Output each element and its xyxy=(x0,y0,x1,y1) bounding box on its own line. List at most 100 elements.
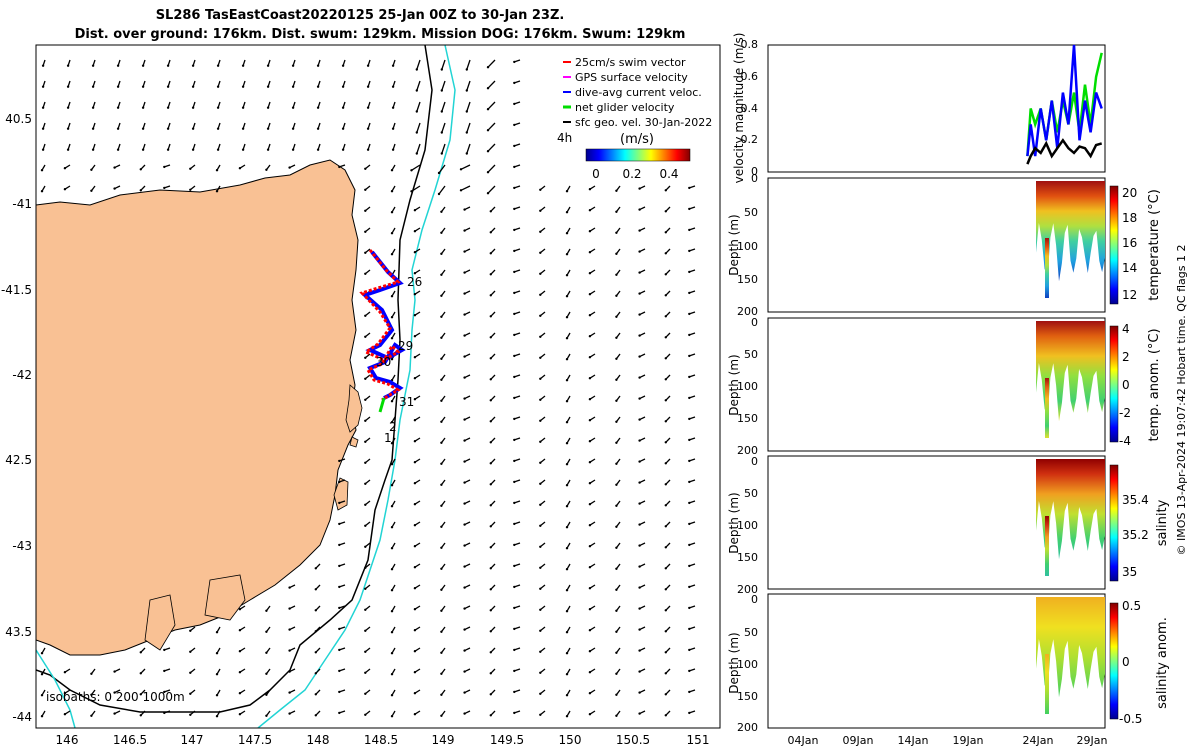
velocity-vector-head xyxy=(688,711,691,715)
velocity-vector-head xyxy=(638,376,641,379)
velocity-vector-head xyxy=(588,293,592,296)
velocity-vector-head xyxy=(163,711,166,715)
velocity-vector xyxy=(416,59,421,70)
velocity-vector-head xyxy=(615,462,618,465)
velocity-vector-head xyxy=(413,419,417,422)
velocity-vector-head xyxy=(241,85,245,88)
track-label-2: 2 xyxy=(389,420,397,434)
velocity-vector-head xyxy=(390,484,394,487)
velocity-vector-head xyxy=(489,630,492,633)
velocity-vector-head xyxy=(565,715,569,718)
velocity-vector-head xyxy=(615,588,618,591)
profile-deep-dive xyxy=(1045,654,1049,714)
velocity-vector-head xyxy=(615,420,618,423)
velocity-vector-head xyxy=(463,481,466,484)
velocity-vector-head xyxy=(539,587,542,590)
profile-curtain-fill xyxy=(1036,181,1105,282)
velocity-vector-head xyxy=(390,358,394,361)
profile-deep-dive xyxy=(1045,516,1049,576)
velocity-vector xyxy=(441,143,446,154)
velocity-vector-head xyxy=(437,171,441,175)
velocity-vector-head xyxy=(191,148,195,151)
velocity-vector-head xyxy=(513,501,516,505)
figure-title-line-2: Dist. over ground: 176km. Dist. swum: 12… xyxy=(74,27,686,42)
velocity-vector-head xyxy=(215,631,219,634)
velocity-vector-head xyxy=(664,693,667,696)
velocity-vector-head xyxy=(513,606,516,610)
velocity-vector-head xyxy=(513,480,516,484)
velocity-vector-head xyxy=(189,167,192,170)
velocity-vector-head xyxy=(688,228,691,232)
velocity-vector-head xyxy=(463,565,466,568)
velocity-vector-head xyxy=(638,418,641,421)
velocity-vector xyxy=(416,143,421,154)
velocity-vector-head xyxy=(513,207,516,211)
velocity-vector-head xyxy=(588,356,592,359)
y-tick-label: 0.4 xyxy=(741,102,759,115)
velocity-vector-head xyxy=(664,189,667,192)
velocity-vector xyxy=(438,185,446,195)
velocity-vector-head xyxy=(191,106,195,109)
swim-vector-track xyxy=(359,249,401,402)
depth-tick: 50 xyxy=(744,206,758,219)
velocity-vector-head xyxy=(113,670,116,673)
velocity-vector-head xyxy=(238,692,242,695)
velocity-vector-head xyxy=(338,564,341,568)
velocity-vector-head xyxy=(513,711,516,715)
legend-label: GPS surface velocity xyxy=(575,71,688,84)
velocity-vector-head xyxy=(413,566,417,569)
velocity-vector-head xyxy=(364,524,367,527)
velocity-vector-head xyxy=(463,313,466,316)
cbar-tick: 35.4 xyxy=(1122,493,1149,507)
velocity-vector-head xyxy=(415,68,418,71)
velocity-vector-head xyxy=(539,629,542,632)
velocity-vector-head xyxy=(415,131,418,134)
cbar-tick: 0.5 xyxy=(1122,599,1141,613)
velocity-vector-head xyxy=(615,651,618,654)
temperature-curtain xyxy=(1036,181,1105,298)
velocity-vector-head xyxy=(638,313,641,316)
velocity-vector-head xyxy=(364,587,367,590)
velocity-vector-head xyxy=(364,419,367,422)
velocity-vector-head xyxy=(688,207,691,211)
velocity-vector-head xyxy=(141,127,145,130)
velocity-vector-head xyxy=(638,586,641,589)
velocity-vector xyxy=(487,122,496,131)
velocity-vector-head xyxy=(565,547,569,550)
salinity-anomaly-curtain xyxy=(1036,597,1105,714)
velocity-vector-head xyxy=(664,504,667,507)
velocity-vector-head xyxy=(513,270,516,274)
velocity-vector-head xyxy=(141,85,145,88)
velocity-vector-head xyxy=(364,692,367,695)
velocity-vector-head xyxy=(189,650,192,653)
temperature-panel: 0 50 100 150 200 Depth (m) 20 18 16 14 1… xyxy=(727,172,1162,318)
lon-tick-label: 146.5 xyxy=(113,733,147,747)
time-tick-label: 29Jan xyxy=(1077,734,1108,747)
velocity-vector-head xyxy=(463,250,466,253)
velocity-vector-head xyxy=(338,501,341,505)
velocity-vector-head xyxy=(413,461,417,464)
velocity-vector xyxy=(411,185,421,192)
velocity-vector-head xyxy=(565,337,569,340)
legend-label: 25cm/s swim vector xyxy=(575,56,686,69)
velocity-vector-head xyxy=(539,524,542,527)
velocity-vector-head xyxy=(513,123,516,127)
velocity-vector-head xyxy=(513,396,516,400)
velocity-vector-head xyxy=(338,459,341,463)
velocity-vector-head xyxy=(513,522,516,526)
velocity-vector-head xyxy=(513,81,516,85)
velocity-vector-head xyxy=(265,630,268,633)
velocity-vector-head xyxy=(440,651,443,654)
velocity-vector-head xyxy=(338,522,341,526)
velocity-vector-head xyxy=(588,419,592,422)
velocity-vector-head xyxy=(513,459,516,463)
velocity-vector-head xyxy=(215,652,219,655)
velocity-vector-head xyxy=(664,294,667,297)
velocity-vector-head xyxy=(486,66,490,69)
schouten-island xyxy=(349,436,359,448)
velocity-vector-head xyxy=(113,712,116,715)
velocity-vector-head xyxy=(40,715,44,718)
velocity-vector-head xyxy=(565,316,569,319)
velocity-vector-head xyxy=(163,669,166,673)
velocity-vector-head xyxy=(63,713,67,716)
